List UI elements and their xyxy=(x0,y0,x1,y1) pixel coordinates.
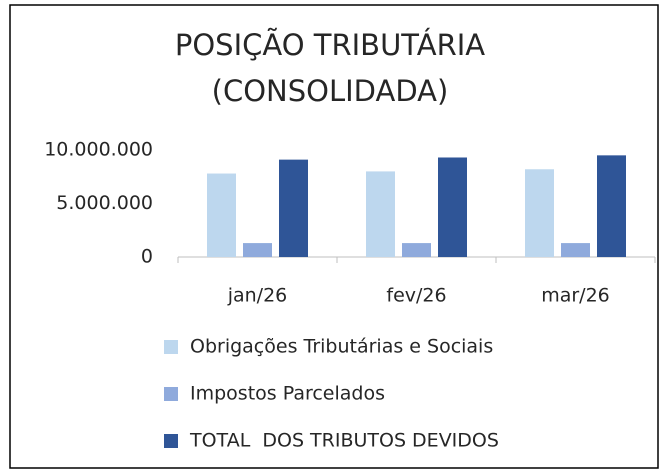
legend-swatch xyxy=(164,340,178,354)
bar xyxy=(243,243,272,257)
bar xyxy=(207,173,236,257)
bar xyxy=(279,159,308,257)
x-tick-label: fev/26 xyxy=(386,285,446,307)
legend-label: Obrigações Tributárias e Sociais xyxy=(190,336,493,358)
bar xyxy=(525,169,554,257)
chart-title: POSIÇÃO TRIBUTÁRIA (CONSOLIDADA) xyxy=(174,28,486,108)
x-tick-label: mar/26 xyxy=(541,285,610,307)
bar xyxy=(561,243,590,257)
y-tick-label: 5.000.000 xyxy=(56,192,153,214)
bar xyxy=(366,171,395,257)
y-tick-label: 0 xyxy=(141,246,153,268)
legend-label: TOTAL DOS TRIBUTOS DEVIDOS xyxy=(189,430,499,452)
x-tick-label: jan/26 xyxy=(227,285,288,307)
bar xyxy=(438,157,467,257)
legend-swatch xyxy=(164,434,178,448)
y-tick-label: 10.000.000 xyxy=(44,139,153,161)
legend-label: Impostos Parcelados xyxy=(190,383,385,405)
bar xyxy=(597,155,626,257)
legend-swatch xyxy=(164,387,178,401)
bar xyxy=(402,243,431,257)
